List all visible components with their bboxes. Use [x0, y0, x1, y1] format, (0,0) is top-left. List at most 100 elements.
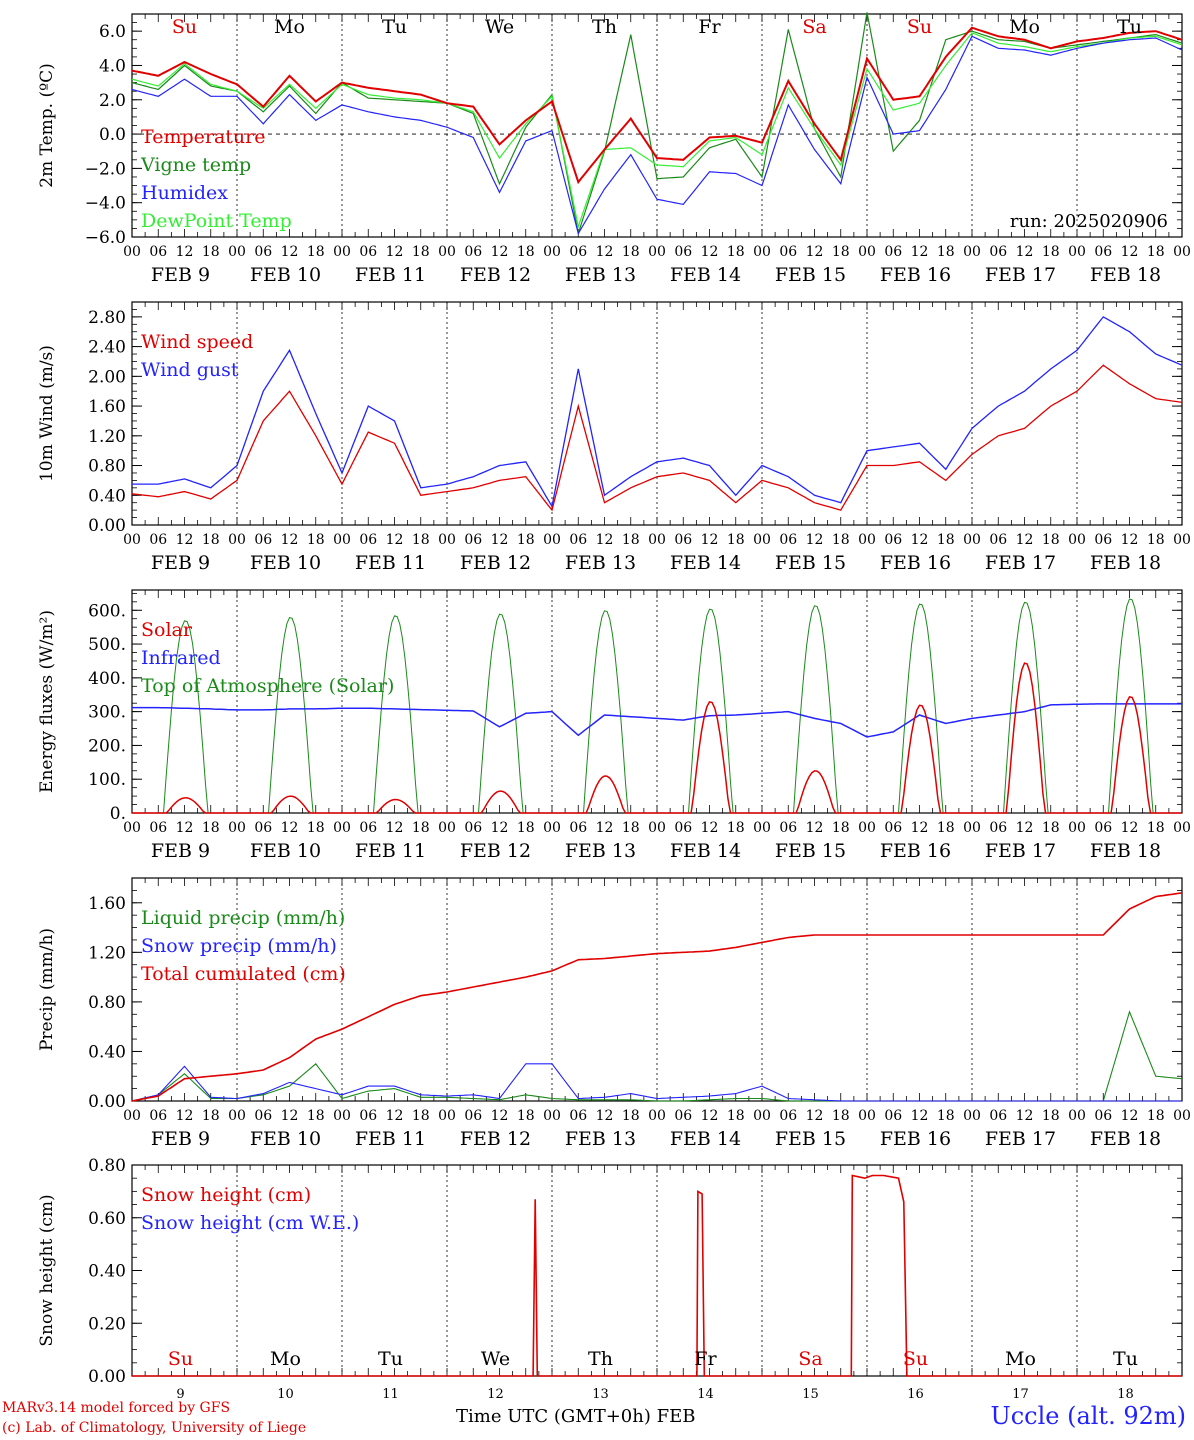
hour-tick-label: 12	[281, 532, 299, 548]
hour-tick-label: 06	[569, 532, 587, 548]
date-label: FEB 15	[775, 552, 846, 574]
date-label: FEB 10	[250, 264, 321, 286]
y-tick-label: 2.00	[88, 367, 126, 387]
y-tick-label: 2.80	[88, 308, 126, 328]
hour-tick-label: 06	[569, 1108, 587, 1124]
hour-tick-label: 12	[176, 820, 194, 836]
hour-tick-label: 06	[674, 532, 692, 548]
hour-tick-label: 12	[491, 820, 509, 836]
y-tick-label: 0.80	[88, 1156, 126, 1176]
legend-total-cumulated-cm-: Total cumulated (cm)	[141, 963, 346, 985]
y-tick-label: −2.0	[85, 159, 126, 179]
hour-tick-label: 12	[1016, 1108, 1034, 1124]
hour-tick-label: 06	[884, 532, 902, 548]
y-tick-label: 0.40	[88, 486, 126, 506]
y-tick-label: 0.20	[88, 1314, 126, 1334]
hour-tick-label: 00	[648, 820, 666, 836]
hour-tick-label: 00	[753, 244, 771, 260]
lab-credit: (c) Lab. of Climatology, University of L…	[2, 1420, 307, 1436]
hour-tick-label: 00	[753, 532, 771, 548]
hour-tick-label: 18	[1042, 532, 1060, 548]
hour-tick-label: 18	[832, 532, 850, 548]
day-number-label: 16	[907, 1387, 924, 1402]
date-label: FEB 16	[880, 1128, 951, 1150]
date-label: FEB 11	[355, 840, 426, 862]
hour-tick-label: 12	[596, 532, 614, 548]
hour-tick-label: 06	[149, 1108, 167, 1124]
y-tick-label: 0.60	[88, 1209, 126, 1229]
day-number-label: 10	[277, 1387, 294, 1402]
x-axis-title: Time UTC (GMT+0h) FEB	[456, 1406, 696, 1427]
date-label: FEB 12	[460, 264, 531, 286]
weekday-label: Fr	[698, 16, 721, 38]
hour-tick-label: 12	[806, 1108, 824, 1124]
hour-tick-label: 00	[963, 532, 981, 548]
weekday-label: Su	[172, 16, 197, 38]
panel-1	[131, 13, 1183, 238]
station-name: Uccle (alt. 92m)	[990, 1402, 1186, 1430]
y-tick-label: 1.60	[88, 397, 126, 417]
weekday-label: We	[485, 16, 514, 38]
hour-tick-label: 18	[1147, 532, 1165, 548]
hour-tick-label: 06	[674, 820, 692, 836]
y-axis-label: Energy fluxes (W/m²)	[37, 610, 57, 793]
panel-3	[131, 589, 1183, 814]
date-label: FEB 9	[151, 552, 210, 574]
hour-tick-label: 00	[1173, 1108, 1191, 1124]
hour-tick-label: 00	[858, 820, 876, 836]
hour-tick-label: 18	[727, 244, 745, 260]
weekday-label: Mo	[270, 1348, 301, 1370]
y-tick-label: 2.0	[99, 91, 126, 111]
date-label: FEB 12	[460, 1128, 531, 1150]
hour-tick-label: 06	[359, 532, 377, 548]
day-number-label: 15	[802, 1387, 819, 1402]
hour-tick-label: 18	[307, 820, 325, 836]
date-label: FEB 11	[355, 1128, 426, 1150]
hour-tick-label: 00	[333, 1108, 351, 1124]
hour-tick-label: 00	[648, 244, 666, 260]
hour-tick-label: 00	[1173, 244, 1191, 260]
hour-tick-label: 12	[1121, 820, 1139, 836]
hour-tick-label: 00	[963, 820, 981, 836]
hour-tick-label: 12	[1121, 1108, 1139, 1124]
y-tick-label: 300.	[88, 703, 126, 723]
hour-tick-label: 18	[307, 1108, 325, 1124]
hour-tick-label: 12	[596, 1108, 614, 1124]
y-tick-label: 0.00	[88, 1092, 126, 1112]
hour-tick-label: 06	[569, 820, 587, 836]
run-label: run: 2025020906	[1010, 211, 1168, 232]
legend-snow-height-cm-w-e-: Snow height (cm W.E.)	[141, 1212, 359, 1234]
y-tick-label: −4.0	[85, 194, 126, 214]
hour-tick-label: 06	[884, 1108, 902, 1124]
weekday-label: Sa	[802, 16, 826, 38]
hour-tick-label: 00	[333, 820, 351, 836]
date-label: FEB 18	[1090, 552, 1161, 574]
hour-tick-label: 06	[464, 1108, 482, 1124]
hour-tick-label: 18	[832, 1108, 850, 1124]
weekday-label: Mo	[1009, 16, 1040, 38]
legend-wind-gust: Wind gust	[141, 359, 239, 381]
y-tick-label: 1.60	[88, 894, 126, 914]
hour-tick-label: 18	[937, 1108, 955, 1124]
hour-tick-label: 00	[1173, 820, 1191, 836]
series-line	[132, 703, 1182, 738]
y-tick-label: 400.	[88, 669, 126, 689]
date-label: FEB 12	[460, 552, 531, 574]
y-tick-label: 1.20	[88, 427, 126, 447]
legend-top-of-atmosphere-solar-: Top of Atmosphere (Solar)	[141, 675, 394, 697]
hour-tick-label: 18	[517, 532, 535, 548]
hour-tick-label: 00	[123, 532, 141, 548]
hour-tick-label: 18	[412, 1108, 430, 1124]
hour-tick-label: 18	[832, 244, 850, 260]
day-number-label: 9	[176, 1387, 184, 1402]
hour-tick-label: 00	[438, 532, 456, 548]
hour-tick-label: 06	[359, 244, 377, 260]
legend-vigne-temp: Vigne temp	[140, 154, 251, 176]
hour-tick-label: 18	[412, 820, 430, 836]
hour-tick-label: 00	[543, 532, 561, 548]
legend-liquid-precip-mm-h-: Liquid precip (mm/h)	[141, 907, 345, 929]
hour-tick-label: 12	[176, 244, 194, 260]
y-tick-label: 0.80	[88, 993, 126, 1013]
date-label: FEB 17	[985, 552, 1056, 574]
